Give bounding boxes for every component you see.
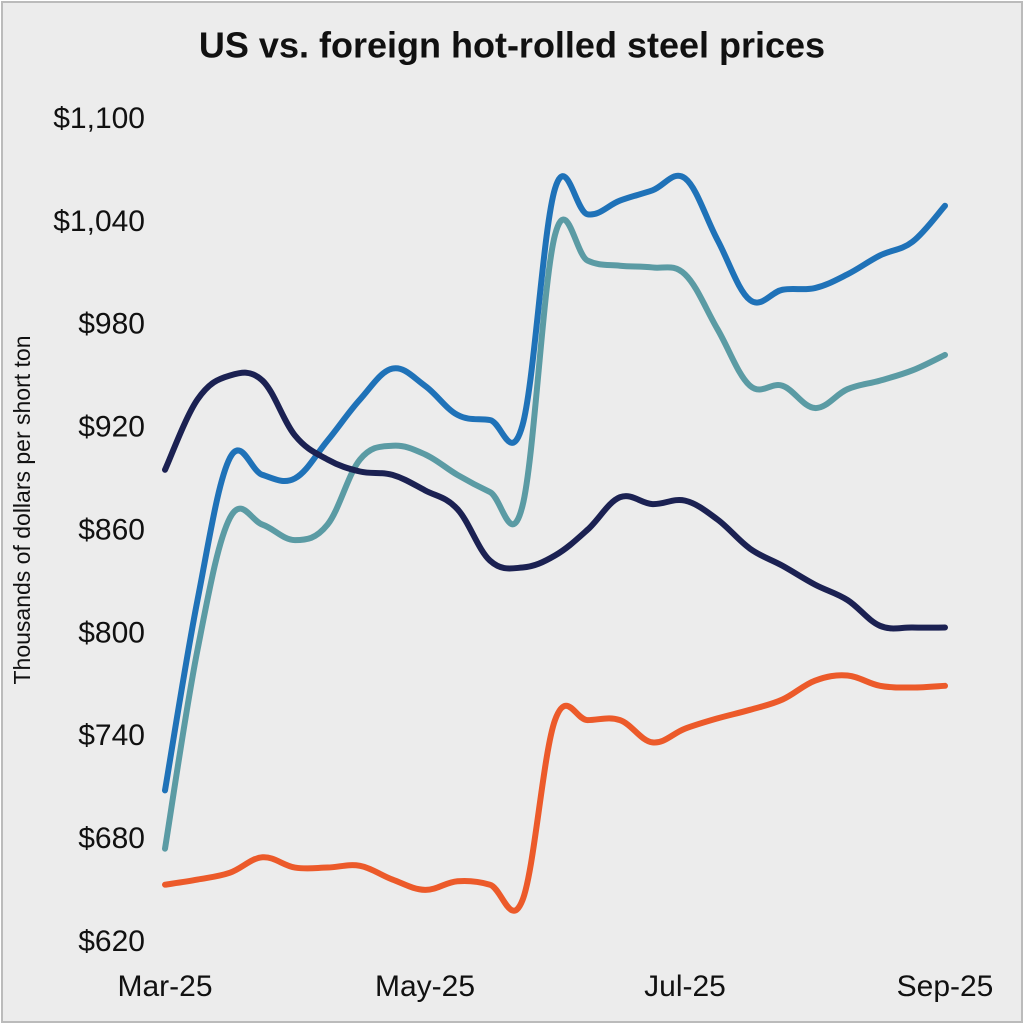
y-tick-label: $680 (78, 822, 145, 855)
y-tick-label: $620 (78, 925, 145, 958)
chart-title: US vs. foreign hot-rolled steel prices (199, 25, 825, 66)
series-line (162, 172, 948, 794)
y-tick-label: $920 (78, 411, 145, 444)
x-tick-label: Mar-25 (117, 970, 212, 1003)
x-tick-label: Sep-25 (897, 970, 994, 1003)
y-tick-label: $860 (78, 513, 145, 546)
series-line (162, 216, 948, 852)
y-tick-label: $980 (78, 308, 145, 341)
y-tick-label: $800 (78, 616, 145, 649)
y-tick-label: $740 (78, 719, 145, 752)
y-tick-label: $1,040 (53, 205, 145, 238)
x-tick-label: Jul-25 (644, 970, 726, 1003)
x-tick-label: May-25 (375, 970, 475, 1003)
series-line (162, 672, 948, 914)
y-axis-label: Thousands of dollars per short ton (9, 335, 35, 684)
series-line (162, 369, 948, 632)
y-tick-label: $1,100 (53, 102, 145, 135)
